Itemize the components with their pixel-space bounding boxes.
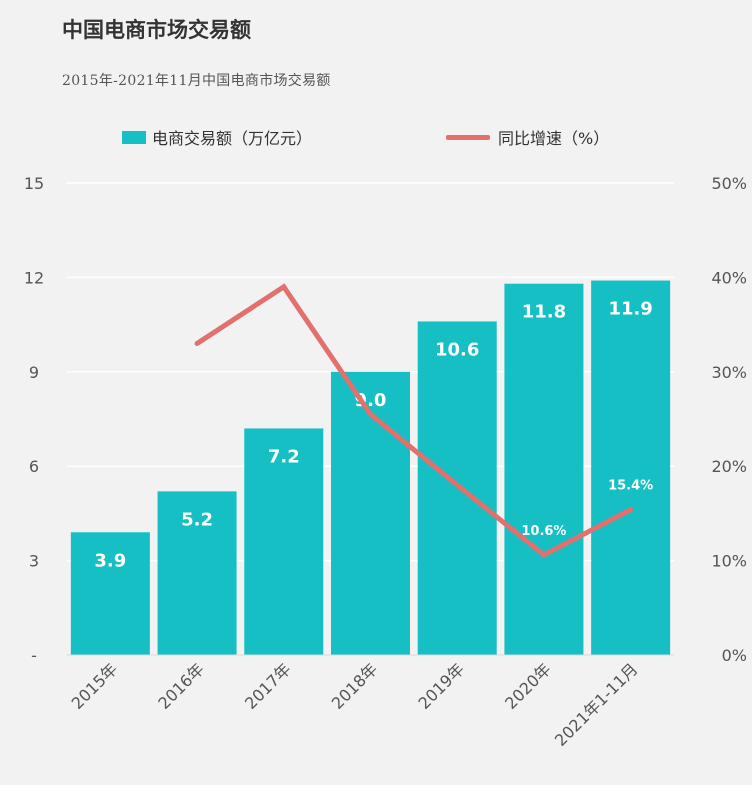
bar bbox=[70, 532, 150, 655]
y-right-tick-label: 50% bbox=[711, 174, 747, 193]
legend-item-line: 同比增速（%） bbox=[446, 125, 609, 149]
legend-label-line: 同比增速（%） bbox=[498, 129, 610, 148]
bar-data-label: 7.2 bbox=[268, 446, 300, 467]
y-left-tick-label: 3 bbox=[29, 552, 39, 571]
growth-line bbox=[194, 283, 634, 558]
y-right-tick-label: 0% bbox=[722, 646, 747, 665]
bar-data-label: 3.9 bbox=[94, 550, 126, 571]
y-left-tick-label: 12 bbox=[24, 268, 44, 287]
y-right-tick-label: 20% bbox=[711, 457, 747, 476]
y-left-tick-label: - bbox=[31, 646, 37, 665]
legend-line-swatch bbox=[446, 134, 490, 140]
legend-bar-swatch bbox=[122, 130, 146, 144]
y-left-tick-label: 15 bbox=[24, 174, 44, 193]
x-tick-label: 2019年 bbox=[414, 659, 468, 713]
y-right-tick-label: 40% bbox=[711, 268, 747, 287]
bar-data-label: 11.8 bbox=[522, 302, 566, 323]
legend-item-bar: 电商交易额（万亿元） bbox=[122, 125, 312, 149]
y-right-tick-label: 10% bbox=[711, 552, 747, 571]
chart-title: 中国电商市场交易额 bbox=[62, 18, 251, 42]
y-right-tick-label: 30% bbox=[711, 363, 747, 382]
y-left-tick-label: 6 bbox=[29, 457, 39, 476]
x-tick-label: 2021年1-11月 bbox=[551, 659, 642, 750]
legend: 电商交易额（万亿元） 同比增速（%） bbox=[0, 125, 752, 149]
bar-data-label: 10.6 bbox=[435, 339, 479, 360]
x-tick-label: 2018年 bbox=[328, 659, 382, 713]
x-tick-label: 2016年 bbox=[154, 659, 208, 713]
x-tick-label: 2017年 bbox=[241, 659, 295, 713]
line-data-label: 10.6% bbox=[521, 524, 566, 539]
bar bbox=[591, 280, 671, 655]
bar bbox=[504, 283, 584, 655]
x-tick-label: 2020年 bbox=[501, 659, 555, 713]
chart-subtitle: 2015年-2021年11月中国电商市场交易额 bbox=[62, 73, 331, 89]
x-tick-label: 2015年 bbox=[68, 659, 122, 713]
bar-data-label: 11.9 bbox=[608, 299, 652, 320]
line-data-label: 15.4% bbox=[608, 479, 653, 494]
bar bbox=[157, 491, 237, 655]
bar bbox=[244, 428, 324, 655]
bar bbox=[331, 371, 410, 655]
bar-data-label: 5.2 bbox=[181, 509, 213, 530]
legend-label-bar: 电商交易额（万亿元） bbox=[152, 129, 313, 148]
y-left-tick-label: 9 bbox=[29, 363, 39, 382]
